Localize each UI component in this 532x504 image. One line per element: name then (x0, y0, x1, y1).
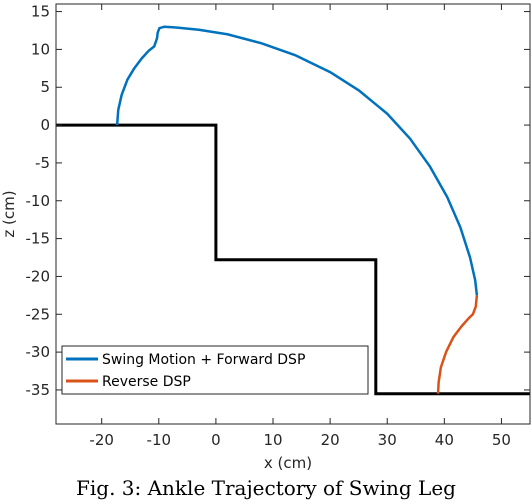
y-axis-label: z (cm) (0, 190, 18, 237)
y-tick-label: 5 (40, 78, 50, 96)
legend: Swing Motion + Forward DSP Reverse DSP (61, 345, 369, 395)
x-tick-label: -20 (89, 431, 114, 449)
plot-frame (55, 3, 531, 425)
y-tick-label: -25 (26, 305, 51, 323)
y-tick-label: 10 (31, 40, 50, 58)
figure-caption: Fig. 3: Ankle Trajectory of Swing Leg (76, 476, 456, 500)
y-tick-label: -20 (26, 267, 51, 285)
x-tick-label: 50 (492, 431, 511, 449)
x-tick-label: 30 (378, 431, 397, 449)
y-tick-label: -30 (26, 343, 51, 361)
x-ticks: -20 -10 0 10 20 30 40 50 (89, 4, 511, 449)
y-tick-label: 0 (40, 116, 50, 134)
y-tick-label: -10 (26, 192, 51, 210)
legend-label-swing: Swing Motion + Forward DSP (102, 352, 305, 368)
y-tick-label: -15 (26, 230, 51, 248)
legend-label-reverse: Reverse DSP (102, 374, 191, 390)
y-ticks: 15 10 5 0 -5 -10 -15 -20 -25 -30 -35 (26, 3, 530, 399)
series-group (115, 25, 479, 394)
legend-box (61, 345, 369, 395)
y-tick-label: -5 (35, 154, 50, 172)
x-tick-label: 0 (211, 431, 221, 449)
y-tick-label: 15 (31, 3, 50, 21)
trajectory-chart: -20 -10 0 10 20 30 40 50 151050-5-10-15-20-25-3… (0, 3, 531, 472)
x-tick-label: 10 (263, 431, 282, 449)
ground-profile (56, 123, 530, 396)
x-axis-label: x (cm) (264, 454, 312, 472)
series-line-1 (436, 295, 479, 394)
ground-line (56, 123, 530, 396)
x-tick-label: 40 (435, 431, 454, 449)
x-tick-label: 20 (321, 431, 340, 449)
series-line-0 (115, 25, 479, 296)
y-tick-label: -35 (26, 381, 51, 399)
x-tick-label: -10 (147, 431, 172, 449)
